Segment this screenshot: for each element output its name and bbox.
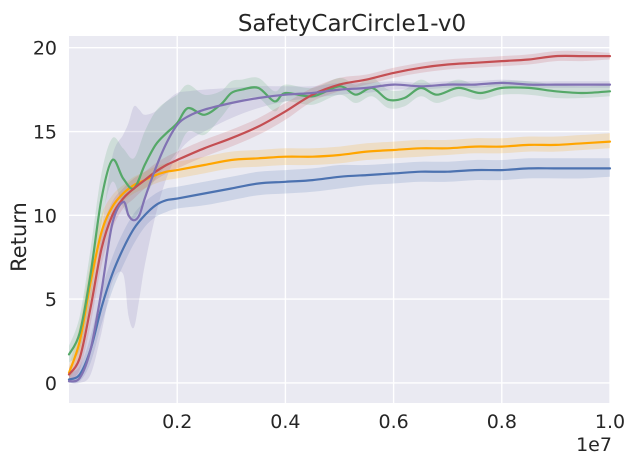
y-tick-label: 20 — [33, 38, 57, 60]
x-tick-label: 1.0 — [595, 411, 625, 433]
x-tick-label: 0.6 — [378, 411, 408, 433]
y-tick-label: 10 — [33, 205, 57, 227]
x-tick-label: 0.8 — [487, 411, 517, 433]
x-tick-labels: 0.2 0.4 0.6 0.8 1.0 — [162, 411, 625, 433]
y-tick-labels: 0 5 10 15 20 — [33, 38, 57, 395]
series-green-line — [67, 85, 612, 356]
x-tick-label: 0.4 — [270, 411, 300, 433]
y-axis-label: Return — [7, 202, 31, 272]
series-purple-line — [67, 81, 612, 383]
series-orange-line — [67, 140, 612, 374]
grid — [69, 36, 611, 403]
series-lines — [67, 54, 612, 383]
series-red-line — [67, 54, 612, 376]
x-offset-label: 1e7 — [576, 434, 612, 456]
chart-title: SafetyCarCircle1-v0 — [238, 11, 466, 37]
y-tick-label: 0 — [45, 373, 57, 395]
x-tick-label: 0.2 — [162, 411, 192, 433]
plot-background — [69, 36, 610, 403]
y-tick-label: 15 — [33, 122, 57, 144]
y-tick-label: 5 — [45, 289, 57, 311]
series-blue-line — [67, 167, 612, 381]
